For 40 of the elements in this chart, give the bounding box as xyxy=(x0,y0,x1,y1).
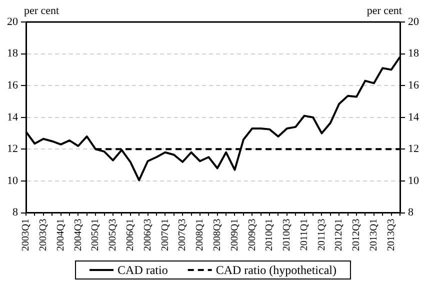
x-tick-label: 2009Q1 xyxy=(229,218,240,252)
x-tick-label: 2005Q1 xyxy=(90,218,102,252)
x-tick-label: 2006Q1 xyxy=(124,218,136,252)
y2-tick-label: 14 xyxy=(408,111,420,124)
y2-tick-label: 10 xyxy=(408,174,420,187)
x-tick-label: 2004Q3 xyxy=(72,218,84,252)
legend-label: CAD ratio xyxy=(118,263,168,278)
y-tick-label: 16 xyxy=(7,79,18,92)
y2-tick-label: 12 xyxy=(408,143,419,156)
x-tick-label: 2008Q1 xyxy=(194,218,206,252)
x-tick-label: 2003Q3 xyxy=(38,218,50,252)
x-tick-label: 2013Q3 xyxy=(386,218,397,252)
y-tick-label: 14 xyxy=(7,111,18,124)
x-tick-label: 2004Q1 xyxy=(55,218,66,252)
legend-label: CAD ratio (hypothetical) xyxy=(216,263,336,278)
x-tick-label: 2008Q3 xyxy=(212,218,223,252)
x-tick-label: 2010Q1 xyxy=(264,218,276,252)
y-axis-title: per cent xyxy=(24,5,60,17)
y-tick-label: 12 xyxy=(7,143,18,156)
x-tick-label: 2011Q3 xyxy=(316,218,328,251)
y2-tick-label: 20 xyxy=(408,16,420,28)
y-tick-label: 8 xyxy=(12,206,18,219)
y-tick-label: 18 xyxy=(7,48,18,60)
y2-axis-title: per cent xyxy=(366,5,402,17)
x-tick-label: 2007Q3 xyxy=(177,218,188,252)
x-tick-label: 2006Q3 xyxy=(142,218,154,252)
y2-tick-label: 8 xyxy=(408,206,414,219)
x-tick-label: 2012Q1 xyxy=(334,218,345,252)
x-tick-label: 2007Q1 xyxy=(160,218,171,252)
x-tick-label: 2003Q1 xyxy=(20,218,32,252)
x-tick-label: 2012Q3 xyxy=(351,218,362,252)
x-tick-label: 2013Q1 xyxy=(368,218,380,252)
x-tick-label: 2005Q3 xyxy=(108,218,119,252)
x-tick-label: 2009Q3 xyxy=(246,218,258,252)
y2-tick-label: 18 xyxy=(408,48,420,60)
x-tick-label: 2010Q3 xyxy=(282,218,293,252)
y2-tick-label: 16 xyxy=(408,79,420,92)
x-tick-label: 2011Q1 xyxy=(298,218,310,251)
y-tick-label: 10 xyxy=(7,174,18,187)
y-tick-label: 20 xyxy=(7,16,18,28)
